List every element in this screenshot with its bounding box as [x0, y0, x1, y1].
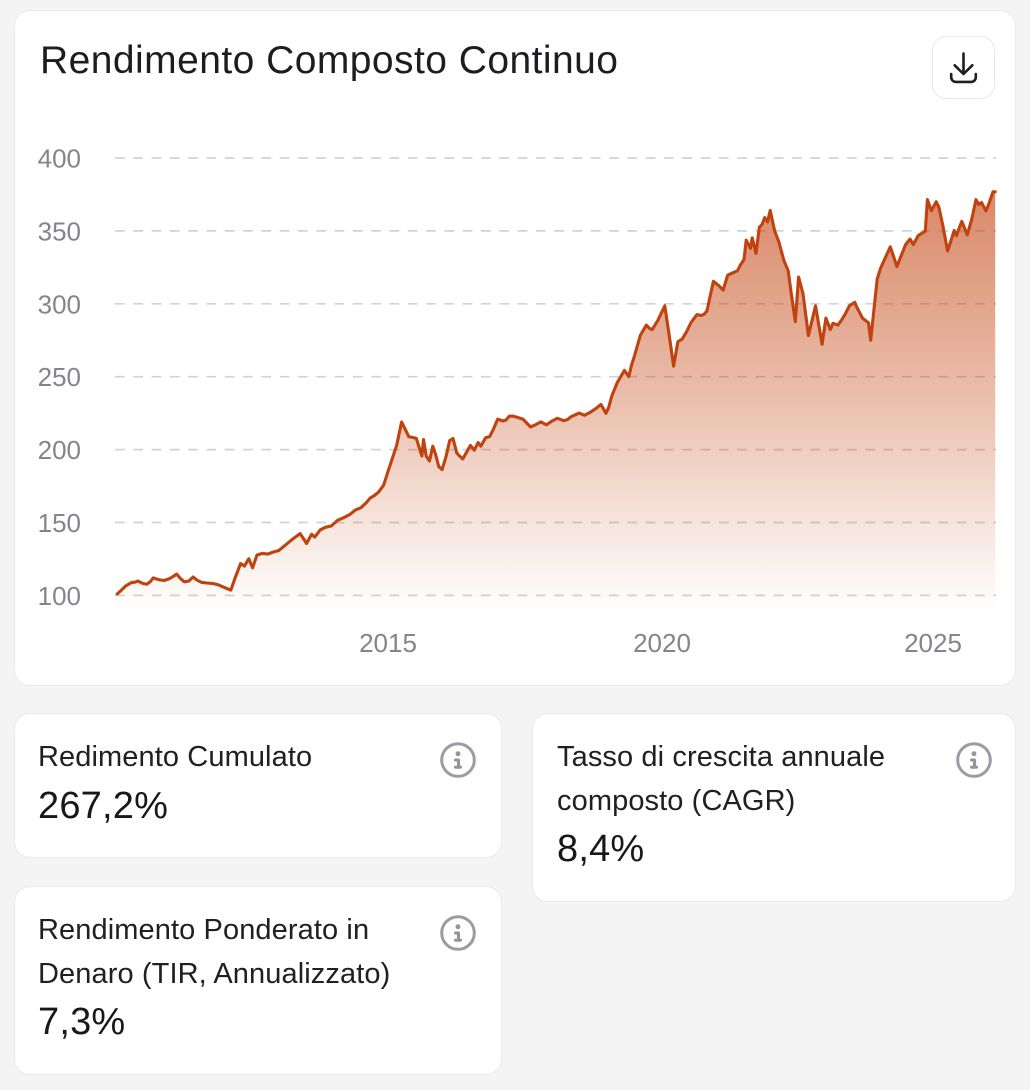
svg-text:200: 200	[38, 435, 81, 465]
svg-text:400: 400	[38, 144, 81, 174]
svg-text:150: 150	[38, 508, 81, 538]
svg-text:2020: 2020	[633, 628, 691, 658]
svg-text:250: 250	[38, 362, 81, 392]
svg-text:300: 300	[38, 289, 81, 319]
svg-text:2015: 2015	[359, 628, 417, 658]
svg-text:350: 350	[38, 216, 81, 246]
svg-text:2025: 2025	[904, 628, 962, 658]
svg-text:100: 100	[38, 581, 81, 611]
